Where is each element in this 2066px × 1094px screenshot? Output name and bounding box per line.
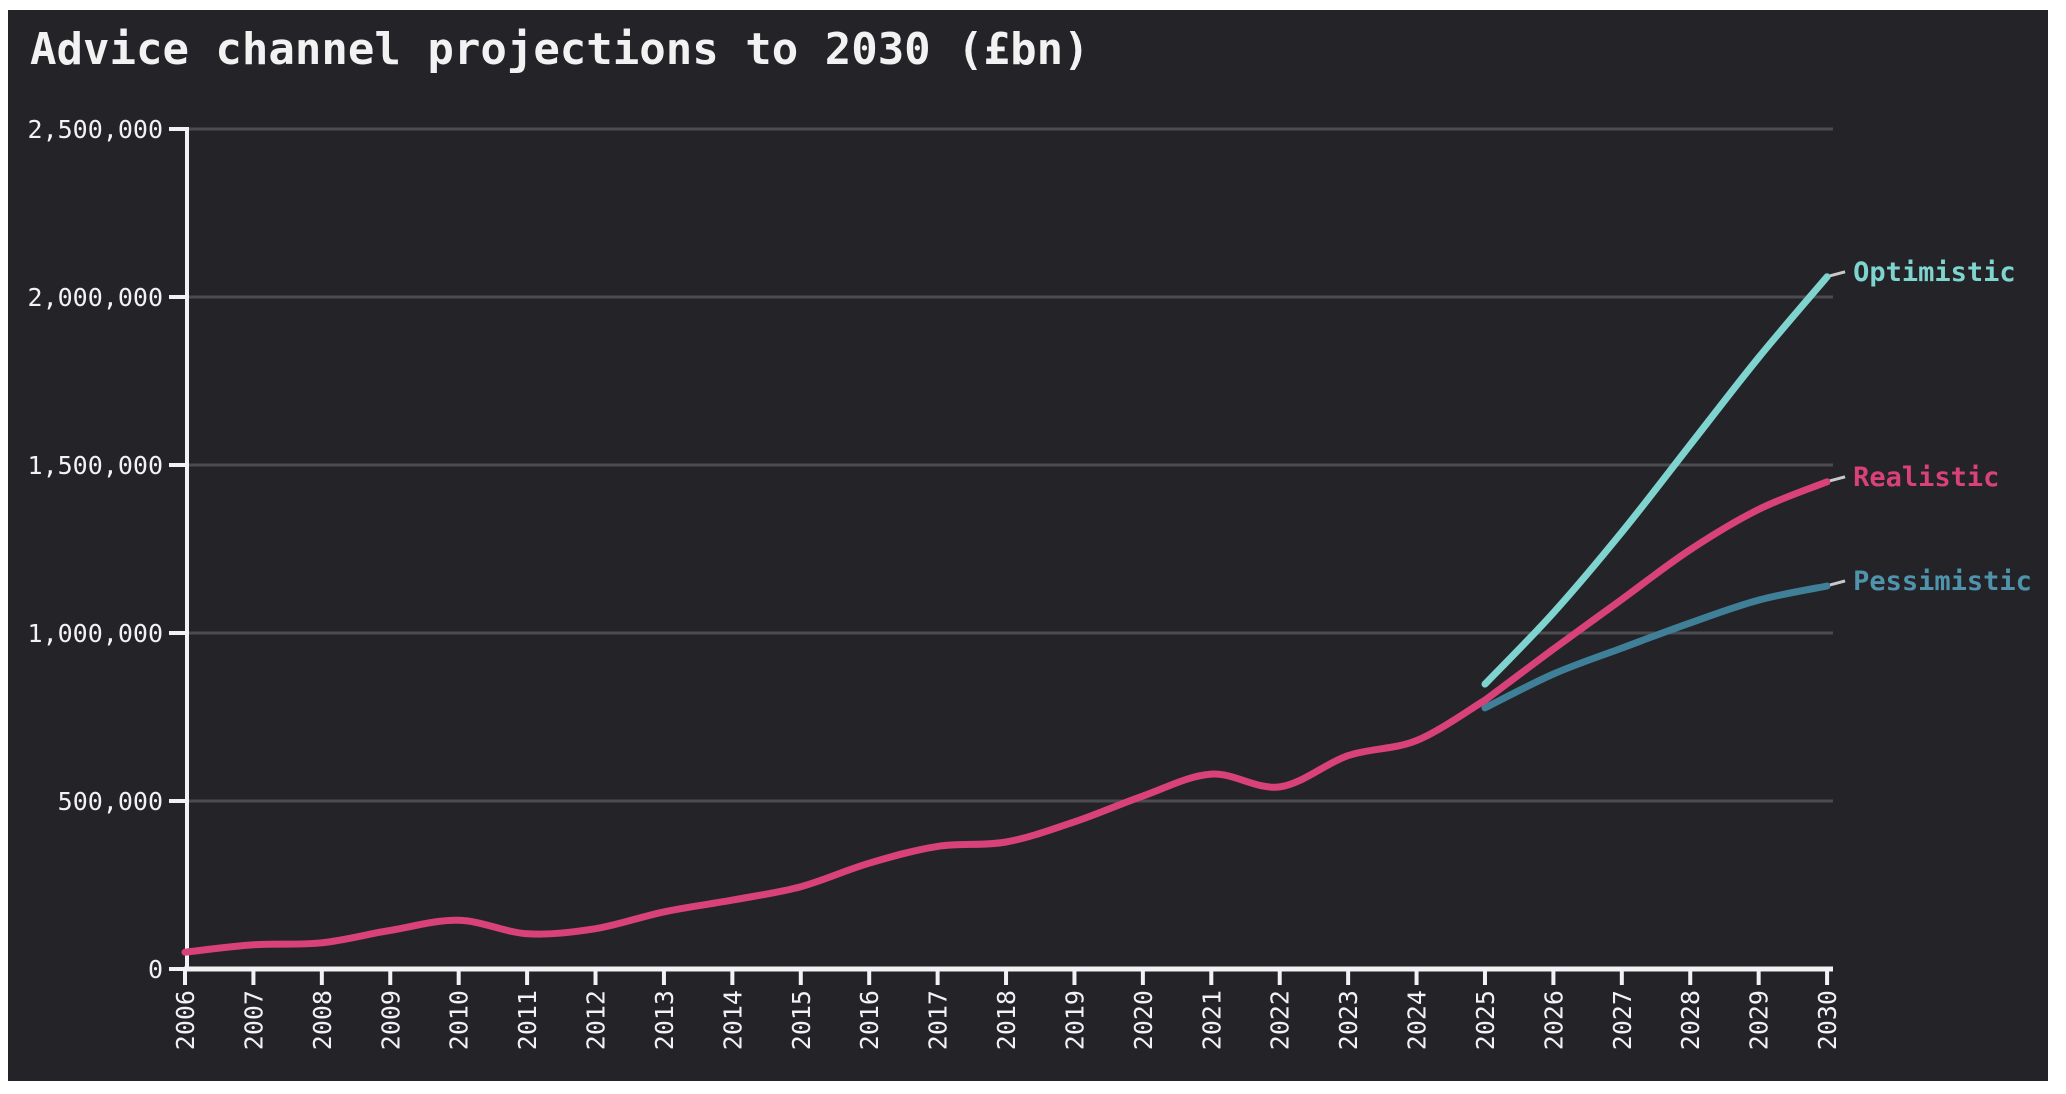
x-axis-tick-label: 2012 <box>582 990 611 1050</box>
x-axis-tick-label: 2025 <box>1471 990 1500 1050</box>
x-axis-tick-label: 2018 <box>992 990 1021 1050</box>
x-axis-tick-label: 2029 <box>1745 990 1774 1050</box>
x-axis-tick-label: 2015 <box>787 990 816 1050</box>
x-axis-tick-label: 2008 <box>308 990 337 1050</box>
x-axis-tick-label: 2010 <box>445 990 474 1050</box>
y-axis-tick-label: 0 <box>148 955 163 984</box>
x-axis-tick-label: 2020 <box>1129 990 1158 1050</box>
x-axis-tick-label: 2024 <box>1403 990 1432 1050</box>
chart-panel: Advice channel projections to 2030 (£bn) <box>8 10 2048 1081</box>
x-axis-tick-label: 2026 <box>1539 990 1568 1050</box>
y-axis-tick-label: 2,000,000 <box>28 283 163 312</box>
x-axis-tick-label: 2014 <box>718 990 747 1050</box>
x-axis-tick-label: 2017 <box>924 990 953 1050</box>
chart-title: Advice channel projections to 2030 (£bn) <box>30 24 1090 75</box>
x-axis-tick-label: 2027 <box>1608 990 1637 1050</box>
x-axis-tick-label: 2013 <box>650 990 679 1050</box>
series-label-pessimistic: Pessimistic <box>1853 566 2032 597</box>
series-pessimistic-line <box>1481 582 1831 712</box>
x-axis-tick-label: 2021 <box>1197 990 1226 1050</box>
x-axis-tick-label: 2009 <box>376 990 405 1050</box>
y-axis-tick-label: 500,000 <box>58 787 163 816</box>
x-axis-tick-label: 2030 <box>1813 990 1842 1050</box>
series-realistic-line <box>1481 478 1831 704</box>
label-connector-realistic <box>1829 475 1846 483</box>
x-axis-tick-label: 2028 <box>1676 990 1705 1050</box>
series-label-realistic: Realistic <box>1853 462 1999 493</box>
y-axis-tick-label: 1,500,000 <box>28 451 163 480</box>
x-axis-tick-label: 2022 <box>1266 990 1295 1050</box>
label-connector-optimistic <box>1829 270 1846 278</box>
series-label-optimistic: Optimistic <box>1853 257 2016 288</box>
y-axis-tick-label: 1,000,000 <box>28 619 163 648</box>
x-axis-tick-label: 2007 <box>239 990 268 1050</box>
x-axis-tick-label: 2011 <box>513 990 542 1050</box>
x-axis-tick-label: 2023 <box>1334 990 1363 1050</box>
label-connector-pessimistic <box>1829 579 1846 587</box>
x-axis-tick-label: 2019 <box>1060 990 1089 1050</box>
x-axis-tick-label: 2016 <box>855 990 884 1050</box>
y-axis-tick-label: 2,500,000 <box>28 115 163 144</box>
series-historical-line <box>181 696 1489 956</box>
x-axis-tick-label: 2006 <box>171 990 200 1050</box>
series-optimistic-line <box>1481 273 1831 688</box>
